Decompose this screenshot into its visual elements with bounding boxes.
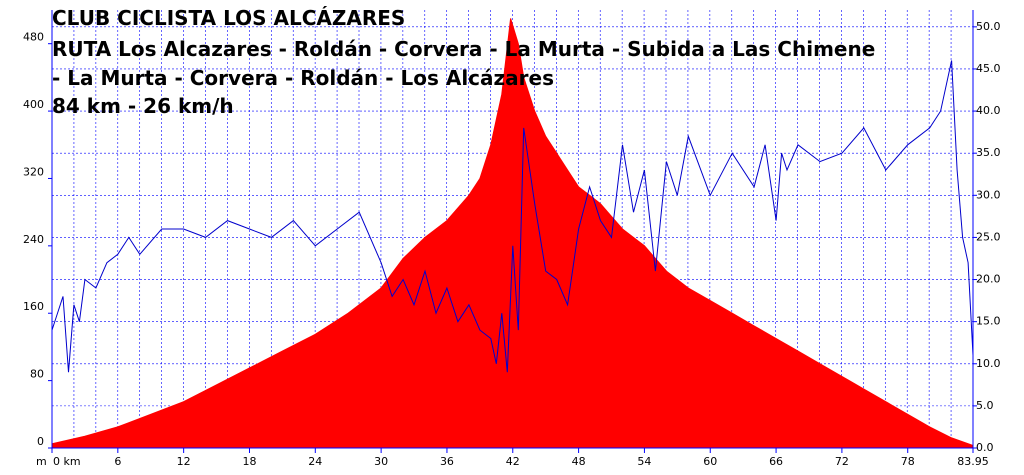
right-tick-label: 5.0	[976, 399, 994, 412]
right-tick-label: 0.0	[976, 441, 994, 454]
x-tick-label: 72	[835, 455, 849, 468]
x-tick-label: 0 km	[53, 455, 81, 468]
x-tick-label: 24	[308, 455, 322, 468]
left-tick-label: 400	[23, 98, 44, 111]
x-tick-label: 78	[901, 455, 915, 468]
left-tick-label: 480	[23, 31, 44, 44]
x-tick-label: 42	[506, 455, 520, 468]
left-tick-label: 160	[23, 300, 44, 313]
x-tick-label: 36	[440, 455, 454, 468]
right-tick-label: 45.0	[976, 62, 1001, 75]
left-tick-label: 240	[23, 233, 44, 246]
x-tick-label: 48	[572, 455, 586, 468]
right-tick-label: 30.0	[976, 188, 1001, 201]
x-axis-ticks: 0 km 6 12 18 24 30 36 42 48 54 60 66 72 78 83.95	[51, 448, 989, 468]
right-axis-ticks: 0.0 5.0 10.0 15.0 20.0 25.0 30.0 35.0 40.0 45.0 50…	[973, 20, 1001, 454]
chart-title-line-4: 84 km - 26 km/h	[52, 94, 234, 118]
right-tick-label: 40.0	[976, 104, 1001, 117]
x-tick-label: 6	[114, 455, 121, 468]
chart-title-line-3: - La Murta - Corvera - Roldán - Los Alcá…	[52, 66, 555, 90]
left-tick-label: 80	[30, 368, 44, 381]
chart-title-line-1: CLUB CICLISTA LOS ALCÁZARES	[52, 6, 406, 30]
speed-line	[51, 60, 974, 373]
left-tick-label: 0	[37, 435, 44, 448]
chart-title-line-2: RUTA Los Alcazares - Roldán - Corvera - …	[52, 37, 876, 61]
altitude-area	[51, 18, 974, 449]
x-tick-label: 54	[637, 455, 651, 468]
x-tick-label: 60	[703, 455, 717, 468]
altitude-series	[51, 18, 974, 449]
x-tick-label: 30	[374, 455, 388, 468]
title-block: CLUB CICLISTA LOS ALCÁZARES RUTA Los Alc…	[0, 0, 1024, 120]
right-tick-label: 35.0	[976, 146, 1001, 159]
right-tick-label: 50.0	[976, 20, 1001, 33]
right-tick-label: 20.0	[976, 273, 1001, 286]
x-axis-unit-label: m	[36, 455, 47, 468]
x-tick-label: 83.95	[957, 455, 989, 468]
x-tick-label: 66	[769, 455, 783, 468]
right-tick-label: 10.0	[976, 357, 1001, 370]
right-tick-label: 25.0	[976, 230, 1001, 243]
left-tick-label: 320	[23, 165, 44, 178]
speed-series	[51, 60, 974, 373]
left-axis-ticks: 0 80 160 240 320 400 480	[23, 31, 52, 449]
x-tick-label: 18	[242, 455, 256, 468]
x-tick-label: 12	[177, 455, 191, 468]
right-tick-label: 15.0	[976, 315, 1001, 328]
